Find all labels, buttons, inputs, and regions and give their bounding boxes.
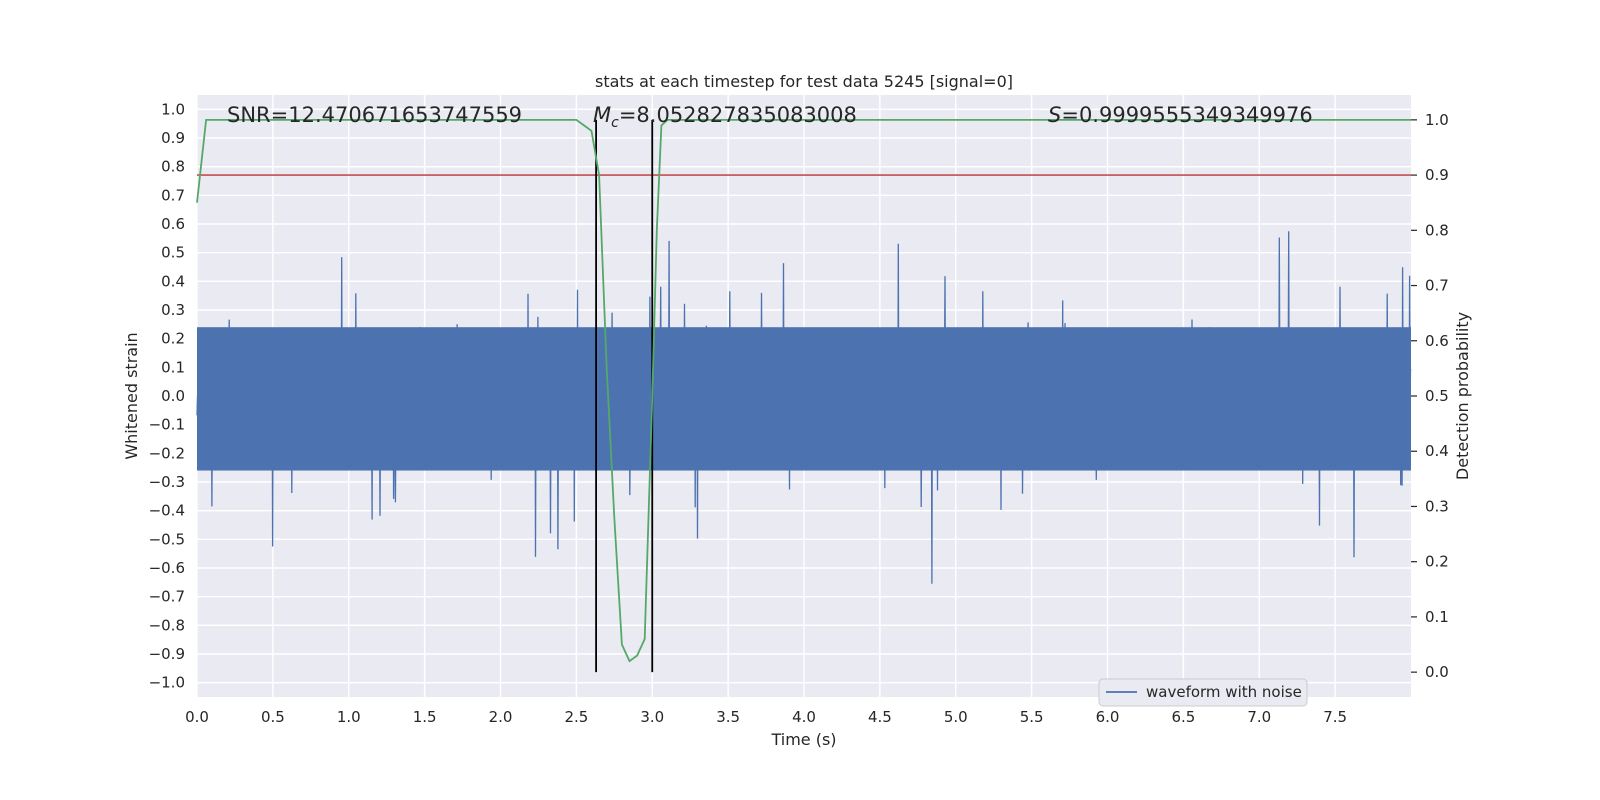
y-tick-label: 0.7 <box>161 186 185 204</box>
x-tick-label: 0.0 <box>185 708 209 726</box>
y2-tick-label: 0.8 <box>1425 221 1449 239</box>
x-tick-label: 1.5 <box>413 708 437 726</box>
y-tick-label: −0.5 <box>149 530 185 548</box>
snr-annotation: SNR=12.470671653747559 <box>227 103 522 127</box>
y2-axis-label: Detection probability <box>1453 312 1472 480</box>
waveform-line <box>196 231 1412 584</box>
y-tick-label: 0.4 <box>161 272 185 290</box>
y2-tick-label: 0.2 <box>1425 553 1449 571</box>
y-tick-label: 0.5 <box>161 244 185 262</box>
x-tick-label: 5.5 <box>1020 708 1044 726</box>
y-tick-label: −0.3 <box>149 473 185 491</box>
s-symbol: S <box>1048 103 1061 127</box>
s-annotation: S=0.9999555349349976 <box>1048 103 1313 127</box>
chirp-mass-subscript: c <box>611 115 619 131</box>
y-tick-label: −0.6 <box>149 559 185 577</box>
y-tick-label: −0.2 <box>149 444 185 462</box>
y-tick-label: 0.3 <box>161 301 185 319</box>
s-value: =0.9999555349349976 <box>1061 103 1312 127</box>
y2-tick-label: 0.7 <box>1425 277 1449 295</box>
overlay <box>196 119 1411 673</box>
y-tick-label: 0.8 <box>161 158 185 176</box>
waveform-series <box>196 231 1412 584</box>
chirp-mass-symbol: M <box>593 103 611 127</box>
chart-title: stats at each timestep for test data 524… <box>595 72 1013 91</box>
y2-tick-label: 0.0 <box>1425 663 1449 681</box>
x-tick-label: 7.5 <box>1323 708 1347 726</box>
axis-ticks: 0.0 0.5 1.0 1.5 2.0 2.5 3.0 3.5 4.0 4.5 5.0 5.5 6.0 6… <box>149 100 1449 726</box>
y2-tick-label: 0.1 <box>1425 608 1449 626</box>
y2-tick-label: 0.9 <box>1425 166 1449 184</box>
legend: waveform with noise <box>1098 678 1308 707</box>
y-tick-label: −1.0 <box>149 674 185 692</box>
y-tick-label: −0.7 <box>149 588 185 606</box>
y2-tick-label: 0.5 <box>1425 387 1449 405</box>
x-tick-label: 0.5 <box>261 708 285 726</box>
y2-tick-label: 0.4 <box>1425 442 1449 460</box>
x-tick-label: 4.0 <box>792 708 816 726</box>
chirp-mass-annotation: Mc=8.052827835083008 <box>593 103 857 131</box>
x-tick-label: 3.0 <box>640 708 664 726</box>
y-tick-label: 0.9 <box>161 129 185 147</box>
y2-tick-label: 1.0 <box>1425 111 1449 129</box>
legend-box <box>1098 678 1308 707</box>
y-tick-label: −0.1 <box>149 416 185 434</box>
legend-label: waveform with noise <box>1146 683 1302 701</box>
x-tick-label: 3.5 <box>716 708 740 726</box>
x-tick-label: 2.5 <box>564 708 588 726</box>
y-tick-label: 0.0 <box>161 387 185 405</box>
y-tick-label: −0.8 <box>149 616 185 634</box>
x-tick-label: 2.0 <box>489 708 513 726</box>
y2-tick-label: 0.3 <box>1425 497 1449 515</box>
x-tick-label: 5.0 <box>944 708 968 726</box>
y-tick-label: 0.1 <box>161 358 185 376</box>
y-axis-label: Whitened strain <box>122 332 141 459</box>
y-tick-label: −0.4 <box>149 502 185 520</box>
x-tick-label: 4.5 <box>868 708 892 726</box>
detection-probability-line <box>196 119 1411 663</box>
x-tick-label: 6.0 <box>1096 708 1120 726</box>
x-axis-label: Time (s) <box>770 730 836 749</box>
x-tick-label: 6.5 <box>1171 708 1195 726</box>
y-tick-label: 0.2 <box>161 330 185 348</box>
y-tick-label: 0.6 <box>161 215 185 233</box>
x-tick-label: 1.0 <box>337 708 361 726</box>
y-tick-label: −0.9 <box>149 645 185 663</box>
y2-tick-label: 0.6 <box>1425 332 1449 350</box>
x-tick-label: 7.0 <box>1247 708 1271 726</box>
chirp-mass-value: =8.052827835083008 <box>619 103 857 127</box>
y-tick-label: 1.0 <box>161 100 185 118</box>
